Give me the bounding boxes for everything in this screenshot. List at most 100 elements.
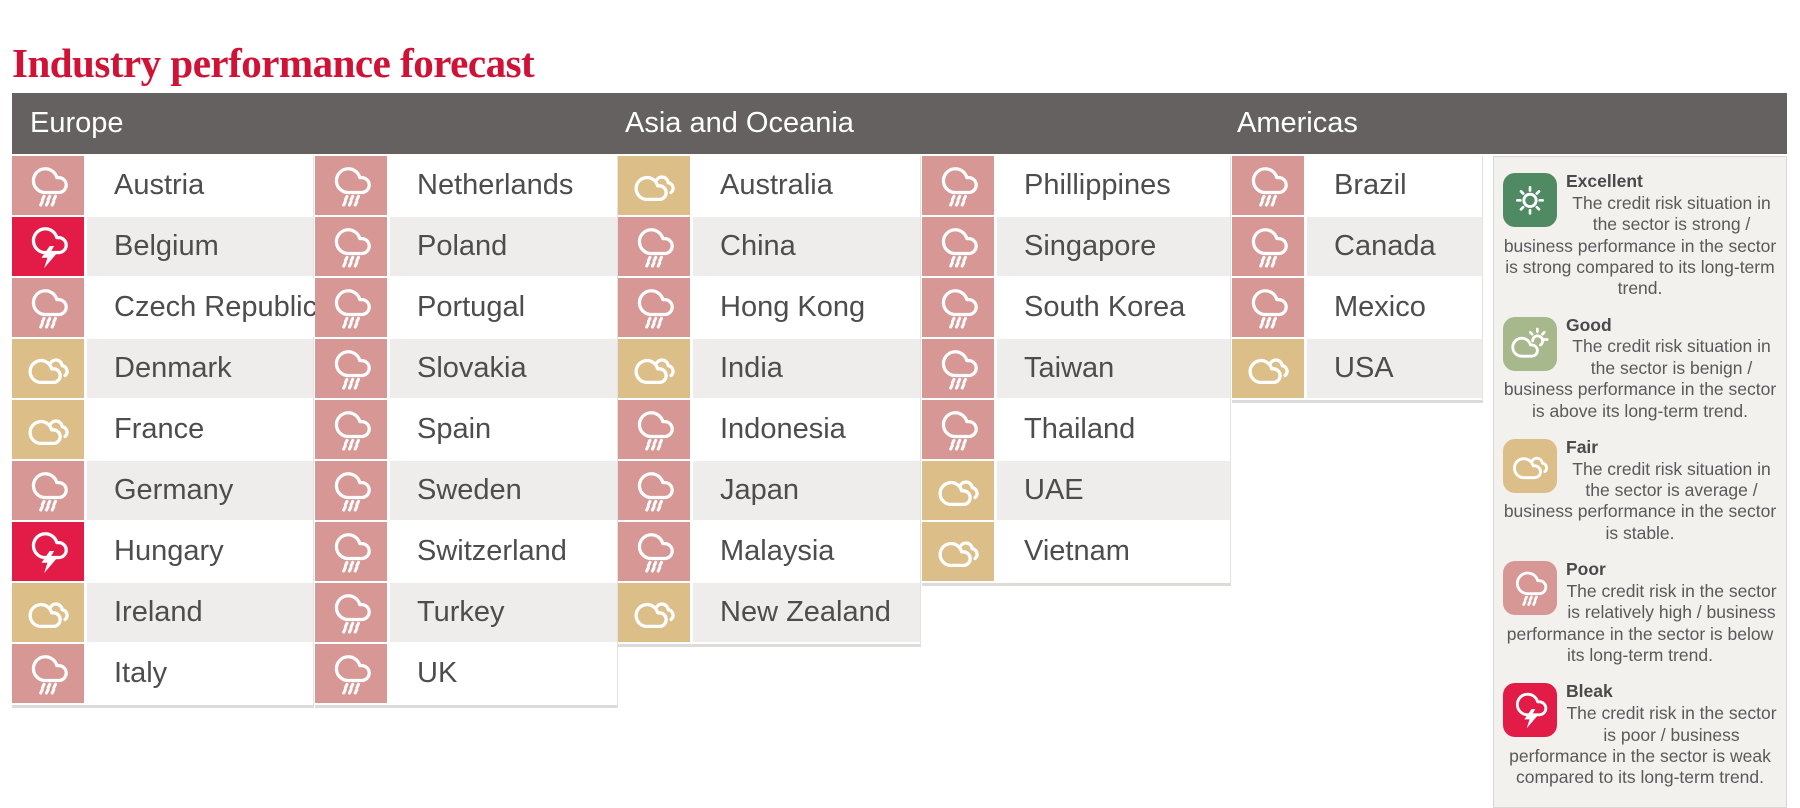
country-row: Phillippines bbox=[922, 156, 1230, 217]
legend: Excellent The credit risk situation in th… bbox=[1493, 156, 1787, 808]
country-row: South Korea bbox=[922, 278, 1230, 339]
country-label: Thailand bbox=[997, 400, 1230, 459]
legend-text: The credit risk situation in the sector … bbox=[1503, 336, 1777, 421]
poor-icon bbox=[922, 339, 994, 398]
good-icon bbox=[1503, 316, 1557, 371]
poor-icon bbox=[315, 339, 387, 398]
country-row: Hungary bbox=[12, 522, 313, 583]
country-row: Netherlands bbox=[315, 156, 617, 217]
country-label: France bbox=[87, 400, 313, 459]
country-label: Indonesia bbox=[693, 400, 920, 459]
country-label: UAE bbox=[997, 461, 1230, 520]
country-row: Indonesia bbox=[618, 400, 920, 461]
country-row: Denmark bbox=[12, 339, 313, 400]
country-label: Taiwan bbox=[997, 339, 1230, 398]
country-row: Thailand bbox=[922, 400, 1230, 461]
poor-icon bbox=[922, 400, 994, 459]
fair-icon bbox=[12, 583, 84, 642]
country-label: New Zealand bbox=[693, 583, 920, 642]
country-label: Portugal bbox=[390, 278, 617, 337]
country-label: China bbox=[693, 217, 920, 276]
country-row: Germany bbox=[12, 461, 313, 522]
country-label: South Korea bbox=[997, 278, 1230, 337]
fair-icon bbox=[618, 339, 690, 398]
country-label: Ireland bbox=[87, 583, 313, 642]
poor-icon bbox=[1503, 561, 1557, 616]
country-row: Spain bbox=[315, 400, 617, 461]
legend-entry: Poor The credit risk in the sector is rel… bbox=[1503, 558, 1777, 666]
country-label: Germany bbox=[87, 461, 313, 520]
legend-text: The credit risk situation in the sector … bbox=[1503, 192, 1777, 299]
bleak-icon bbox=[1503, 683, 1557, 738]
country-label: Poland bbox=[390, 217, 617, 276]
country-label: Hong Kong bbox=[693, 278, 920, 337]
country-row: UAE bbox=[922, 461, 1230, 522]
country-label: Canada bbox=[1307, 217, 1482, 276]
country-label: Slovakia bbox=[390, 339, 617, 398]
country-row: Switzerland bbox=[315, 522, 617, 583]
poor-icon bbox=[315, 217, 387, 276]
excellent-icon bbox=[1503, 173, 1557, 227]
poor-icon bbox=[315, 644, 387, 703]
legend-text: The credit risk in the sector is poor / … bbox=[1509, 703, 1777, 788]
country-label: Denmark bbox=[87, 339, 313, 398]
country-label: Czech Republic bbox=[87, 278, 318, 337]
country-row: Slovakia bbox=[315, 339, 617, 400]
country-label: Singapore bbox=[997, 217, 1230, 276]
poor-icon bbox=[618, 400, 690, 459]
country-label: Spain bbox=[390, 400, 617, 459]
poor-icon bbox=[12, 644, 84, 703]
country-label: Sweden bbox=[390, 461, 617, 520]
legend-entry: Excellent The credit risk situation in th… bbox=[1503, 170, 1777, 300]
country-column-europe-1: Austria Belgium Czech Republic Denmark Franc… bbox=[12, 156, 318, 708]
poor-icon bbox=[922, 278, 994, 337]
country-row: Sweden bbox=[315, 461, 617, 522]
country-row: Vietnam bbox=[922, 522, 1230, 583]
country-label: Malaysia bbox=[693, 522, 920, 581]
poor-icon bbox=[1232, 156, 1304, 215]
country-column-europe-2: Netherlands Poland Portugal Slovakia Spain Sw… bbox=[315, 156, 618, 708]
poor-icon bbox=[922, 217, 994, 276]
country-row: Japan bbox=[618, 461, 920, 522]
fair-icon bbox=[922, 522, 994, 581]
country-row: Hong Kong bbox=[618, 278, 920, 339]
legend-text: The credit risk in the sector is relativ… bbox=[1506, 580, 1777, 665]
country-label: Belgium bbox=[87, 217, 313, 276]
fair-icon bbox=[922, 461, 994, 520]
poor-icon bbox=[315, 461, 387, 520]
country-row: France bbox=[12, 400, 313, 461]
legend-text: The credit risk situation in the sector … bbox=[1503, 458, 1777, 543]
poor-icon bbox=[618, 217, 690, 276]
page-title: Industry performance forecast bbox=[12, 40, 535, 87]
legend-entry: Good The credit risk situation in the sec… bbox=[1503, 314, 1777, 422]
poor-icon bbox=[315, 583, 387, 642]
poor-icon bbox=[315, 400, 387, 459]
poor-icon bbox=[1232, 217, 1304, 276]
country-row: Turkey bbox=[315, 583, 617, 644]
region-header-europe: Europe bbox=[30, 107, 124, 139]
country-row: Canada bbox=[1232, 217, 1482, 278]
country-row: India bbox=[618, 339, 920, 400]
fair-icon bbox=[618, 583, 690, 642]
bleak-icon bbox=[12, 217, 84, 276]
country-row: Belgium bbox=[12, 217, 313, 278]
fair-icon bbox=[12, 400, 84, 459]
country-row: Portugal bbox=[315, 278, 617, 339]
country-column-asia-1: Australia China Hong Kong India Indonesia Jap… bbox=[618, 156, 921, 647]
legend-title: Good bbox=[1566, 314, 1612, 335]
region-header-asia-oceania: Asia and Oceania bbox=[625, 107, 854, 139]
country-row: Czech Republic bbox=[12, 278, 318, 339]
country-label: Hungary bbox=[87, 522, 313, 581]
country-label: India bbox=[693, 339, 920, 398]
country-row: Australia bbox=[618, 156, 920, 217]
country-row: Ireland bbox=[12, 583, 313, 644]
country-row: Poland bbox=[315, 217, 617, 278]
poor-icon bbox=[922, 156, 994, 215]
bleak-icon bbox=[12, 522, 84, 581]
poor-icon bbox=[315, 156, 387, 215]
country-label: USA bbox=[1307, 339, 1482, 398]
region-header-americas: Americas bbox=[1237, 107, 1358, 139]
country-column-asia-2: Phillippines Singapore South Korea Taiwan Th… bbox=[922, 156, 1231, 586]
legend-title: Excellent bbox=[1566, 171, 1643, 191]
poor-icon bbox=[315, 522, 387, 581]
